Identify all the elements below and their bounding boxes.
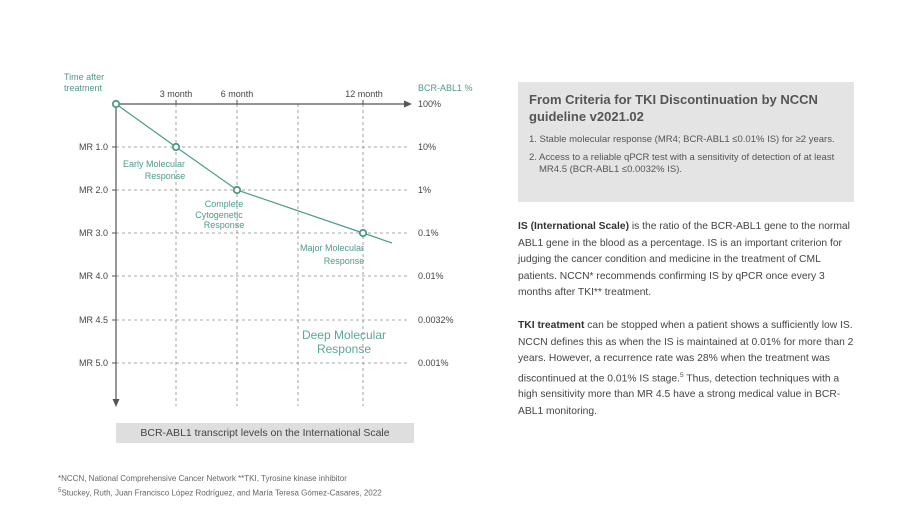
percent-label: 0.1% — [418, 228, 439, 238]
svg-text:Deep Molecular: Deep Molecular — [302, 328, 386, 342]
criteria-item: 2. Access to a reliable qPCR test with a… — [529, 152, 835, 175]
month-label: 3 month — [160, 89, 193, 99]
footnote-abbreviations: *NCCN, National Comprehensive Cancer Net… — [58, 474, 347, 483]
svg-text:Response: Response — [317, 342, 371, 356]
criteria-list: 1. Stable molecular response (MR4; BCR-A… — [529, 134, 842, 176]
deep-response-label: Deep Molecular Response — [302, 328, 386, 356]
svg-text:Complete: Complete — [205, 199, 244, 209]
svg-text:Response: Response — [324, 256, 365, 266]
percent-label: 0.001% — [418, 358, 449, 368]
month-gridlines — [175, 104, 364, 406]
criteria-title: From Criteria for TKI Discontinuation by… — [529, 92, 818, 124]
major-response-marker — [358, 228, 368, 238]
mr-labels: MR 1.0 MR 2.0 MR 3.0 MR 4.0 MR 4.5 MR 5.… — [79, 142, 108, 368]
criteria-box: From Criteria for TKI Discontinuation by… — [518, 82, 854, 202]
footnote-reference: 5Stuckey, Ruth, Juan Francisco López Rod… — [58, 488, 382, 498]
axes — [112, 100, 412, 407]
mr-label: MR 2.0 — [79, 185, 108, 195]
mr-label: MR 4.5 — [79, 315, 108, 325]
mr-label: MR 1.0 — [79, 142, 108, 152]
svg-text:Cytogenetic: Cytogenetic — [195, 210, 243, 220]
diagram-caption: BCR-ABL1 transcript levels on the Intern… — [116, 423, 414, 443]
percent-label: 0.0032% — [418, 315, 454, 325]
mr-gridlines — [116, 146, 409, 364]
svg-text:Early Molecular: Early Molecular — [123, 159, 185, 169]
month-label: 6 month — [221, 89, 254, 99]
mr-label: MR 3.0 — [79, 228, 108, 238]
percent-label: 100% — [418, 99, 441, 109]
tki-description-paragraph: TKI treatment can be stopped when a pati… — [518, 320, 854, 417]
is-description-paragraph: IS (International Scale) is the ratio of… — [518, 221, 850, 298]
mr-label: MR 4.0 — [79, 271, 108, 281]
start-marker — [111, 99, 121, 109]
percent-label: 1% — [418, 185, 431, 195]
tick-marks — [112, 100, 364, 364]
time-axis-label: Time after treatment — [64, 72, 104, 93]
complete-response-marker — [232, 185, 242, 195]
value-axis-label: BCR-ABL1 % — [418, 83, 473, 93]
major-response-label: Major Molecular Response — [300, 243, 364, 266]
mr-label: MR 5.0 — [79, 358, 108, 368]
svg-text:Time after: Time after — [64, 72, 104, 82]
month-labels: 3 month 6 month 12 month — [160, 89, 383, 99]
svg-text:Major Molecular: Major Molecular — [300, 243, 364, 253]
early-response-label: Early Molecular Response — [123, 159, 185, 181]
svg-text:Response: Response — [204, 220, 245, 230]
early-response-marker — [171, 142, 181, 152]
response-markers — [111, 99, 368, 238]
percent-label: 0.01% — [418, 271, 444, 281]
footnotes: *NCCN, National Comprehensive Cancer Net… — [58, 472, 382, 500]
complete-response-label: Complete Cytogenetic Response — [195, 199, 244, 230]
svg-text:treatment: treatment — [64, 83, 103, 93]
month-label: 12 month — [345, 89, 383, 99]
percent-labels: 100% 10% 1% 0.1% 0.01% 0.0032% 0.001% — [418, 99, 454, 368]
criteria-item: 1. Stable molecular response (MR4; BCR-A… — [529, 134, 835, 145]
percent-label: 10% — [418, 142, 436, 152]
svg-text:Response: Response — [145, 171, 186, 181]
